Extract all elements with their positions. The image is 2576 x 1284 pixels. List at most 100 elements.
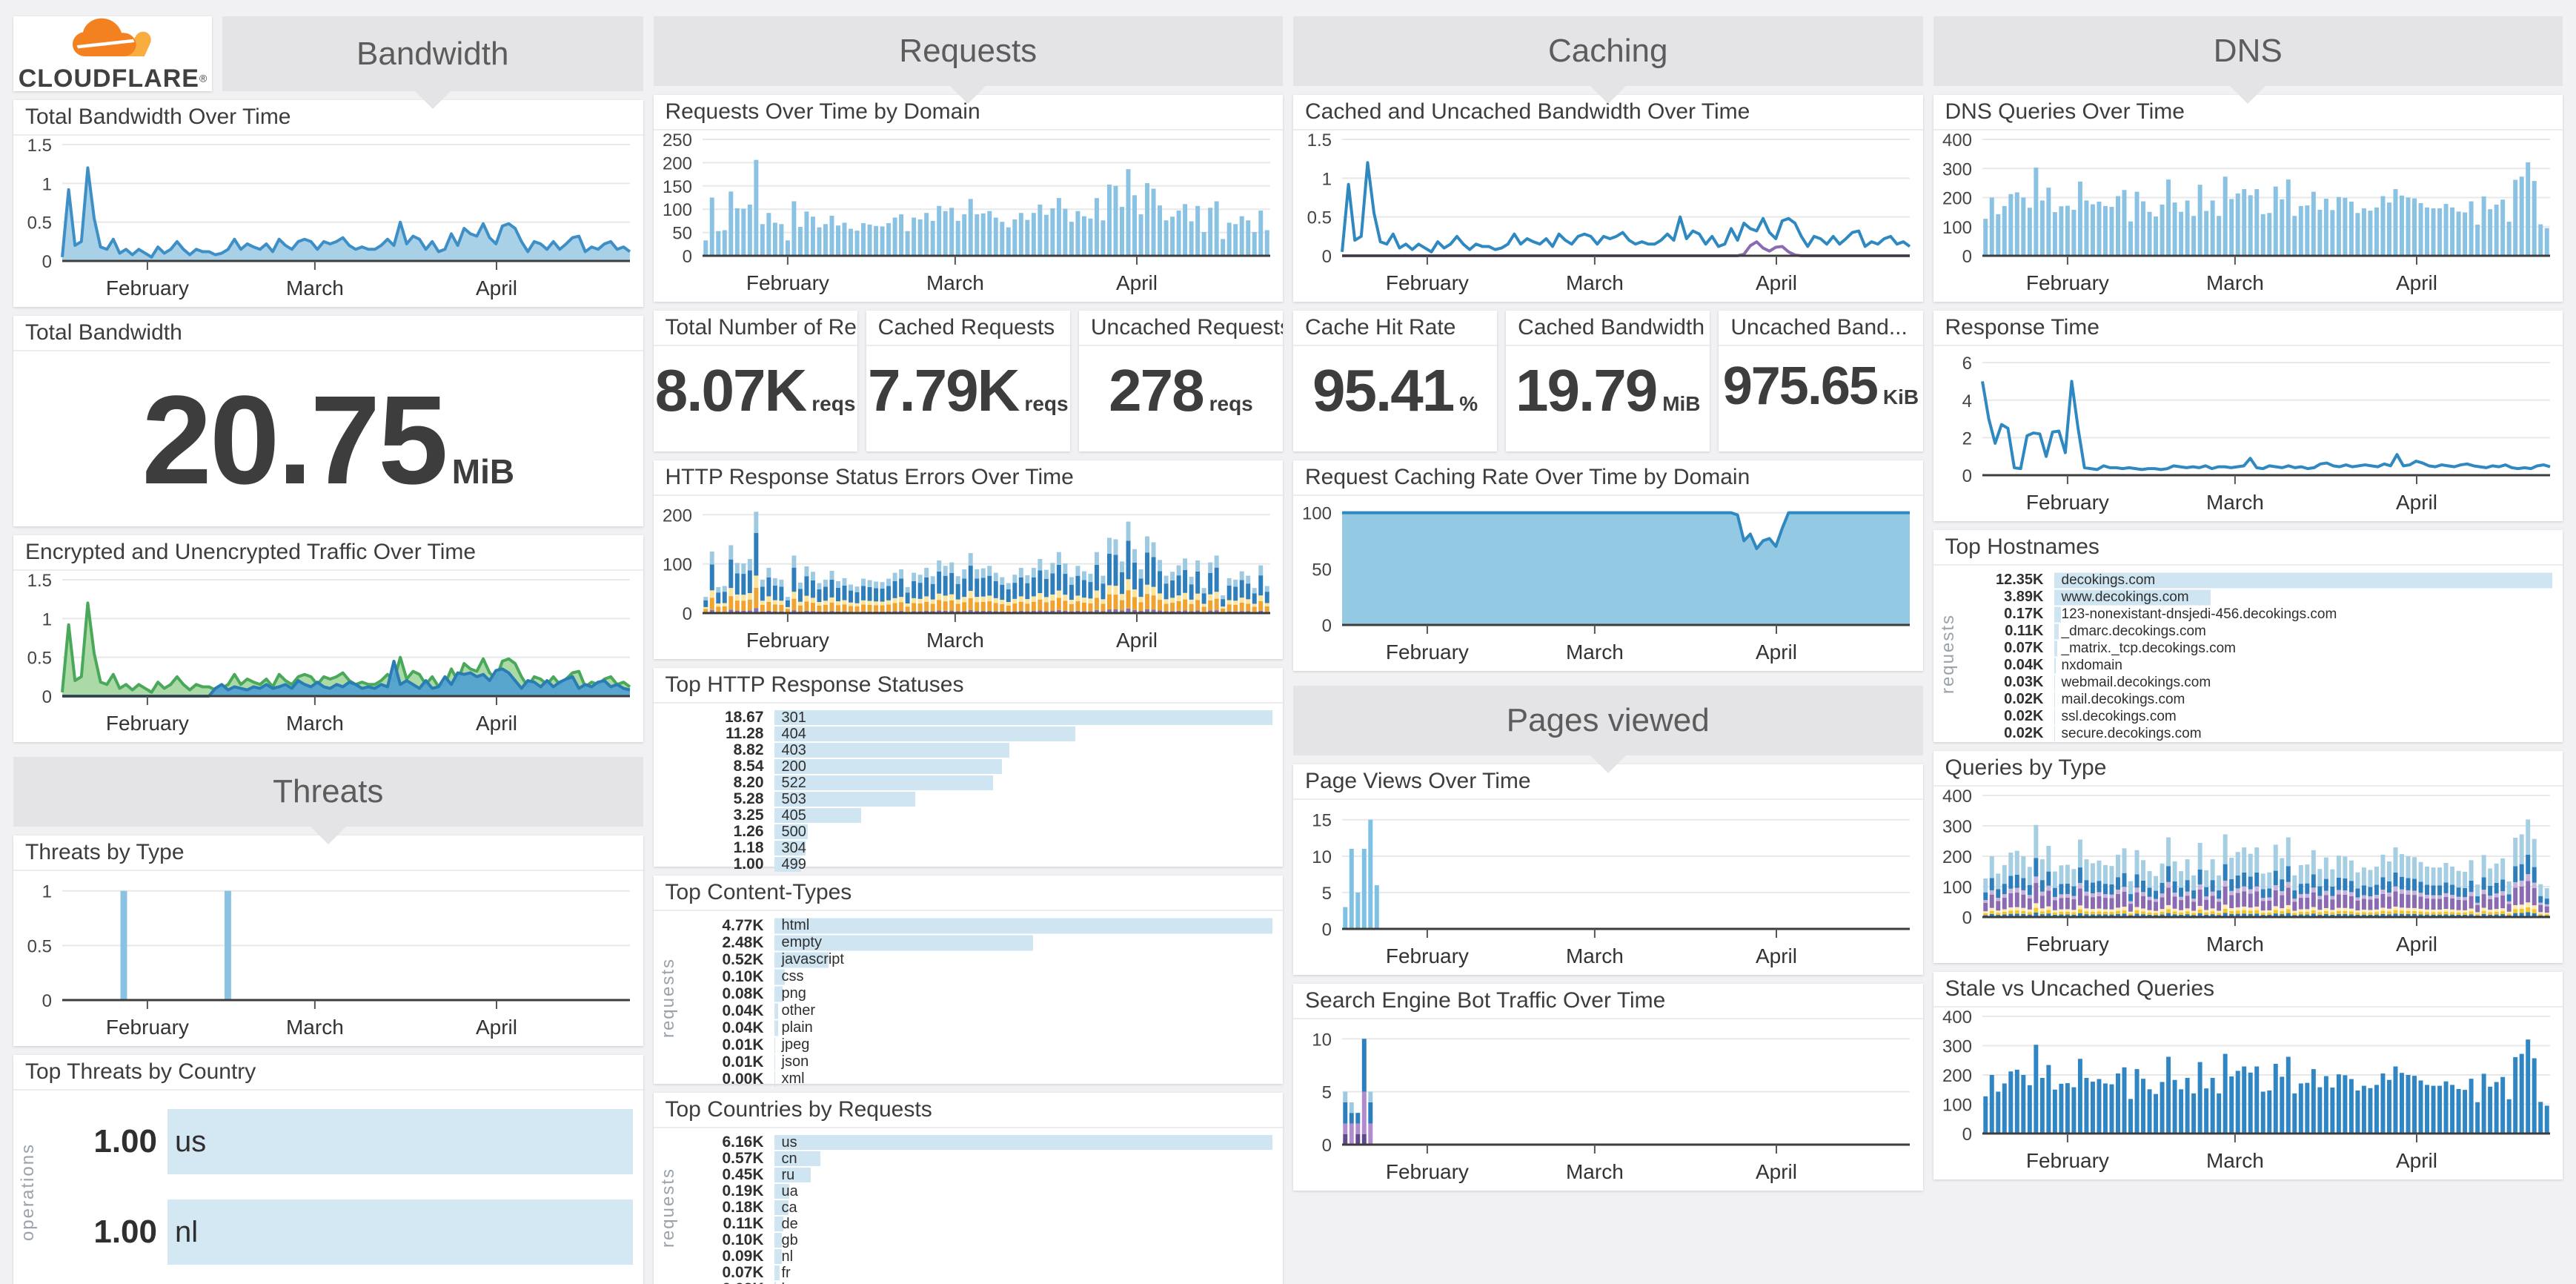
card-title: Queries by Type: [1933, 751, 2563, 787]
svg-text:March: March: [2205, 1149, 2263, 1172]
svg-text:0.5: 0.5: [27, 214, 52, 234]
top-threats-country-list: 1.00 us 1.00 nl: [13, 1091, 643, 1284]
row-bar-area: _matrix._tcp.decokings.com: [2054, 640, 2553, 657]
svg-text:0.5: 0.5: [1307, 208, 1332, 228]
row-bar: [774, 743, 1009, 758]
metric-value: 8.07K: [654, 357, 807, 423]
svg-text:April: April: [1756, 641, 1797, 663]
row-value: 11.28: [726, 725, 764, 742]
metric-total-requests: 8.07K reqs: [654, 346, 857, 456]
row-bar: [774, 1200, 789, 1215]
row-value: 8.20: [733, 774, 764, 791]
row-bar-area: 522: [774, 775, 1273, 791]
card-title: Requests Over Time by Domain: [653, 95, 1283, 130]
metric-uncached-requests: 278 reqs: [1079, 346, 1283, 456]
row-bar-area: css: [774, 968, 1273, 985]
svg-text:10: 10: [1312, 1030, 1332, 1050]
card-page-views: Page Views Over Time 0 5 10 15 February March…: [1293, 764, 1923, 975]
cached-uncached-bw-chart: 0 0.5 1 1.5 February March April: [1293, 130, 1923, 302]
row-value: 0.10K: [722, 967, 764, 985]
row-bar: [774, 759, 1002, 774]
metric-uncached-bandwidth: 975.65 KiB: [1719, 346, 1922, 456]
cloudflare-logo[interactable]: CLOUDFLARE®: [13, 16, 212, 91]
row-label: us: [175, 1125, 207, 1158]
cloudflare-cloud-icon: [73, 18, 151, 56]
row-value: 0.04K: [2004, 657, 2044, 673]
list-row: 0.11K de: [686, 1215, 1273, 1232]
row-label: secure.decokings.com: [2061, 725, 2202, 741]
card-title: Request Caching Rate Over Time by Domain: [1293, 460, 1923, 496]
svg-text:0: 0: [1322, 1136, 1332, 1156]
row-bar: [774, 1020, 778, 1036]
top-content-types-list: 4.77K html 2.48K empty 0.52K javascript 0.10K c…: [654, 911, 1284, 1088]
svg-text:April: April: [476, 277, 517, 300]
row-bar: [774, 727, 1075, 741]
section-title: Caching: [1548, 33, 1668, 69]
row-bar-area: 403: [774, 742, 1273, 758]
card-title: Total Number of Re...: [653, 311, 857, 346]
svg-text:February: February: [106, 1016, 189, 1039]
svg-text:February: February: [746, 629, 829, 652]
row-bar: [2054, 641, 2057, 656]
row-value: 0.00K: [722, 1070, 764, 1088]
row-label: gb: [781, 1231, 798, 1248]
row-value: 6.16K: [722, 1134, 764, 1151]
svg-text:200: 200: [1942, 1066, 1971, 1086]
row-bar-area: 200: [774, 758, 1273, 775]
row-label: 500: [781, 823, 806, 840]
card-top-hostnames: Top Hostnames requests 12.35K decokings.c…: [1933, 530, 2563, 742]
list-row: 1.00 499: [686, 856, 1273, 873]
card-title: Encrypted and Unencrypted Traffic Over T…: [13, 535, 643, 571]
svg-text:1: 1: [1322, 169, 1332, 189]
list-row: 0.08K png: [686, 985, 1273, 1002]
row-label: _matrix._tcp.decokings.com: [2061, 640, 2237, 656]
row-value: 0.08K: [722, 984, 764, 1002]
svg-text:February: February: [2025, 1149, 2108, 1172]
row-label: jpeg: [781, 1036, 810, 1053]
chart-canvas: 0 5 10 February March April: [1312, 1030, 1910, 1183]
row-bar: [774, 710, 1272, 725]
list-row: 1.00 us: [46, 1096, 633, 1187]
svg-text:April: April: [2395, 271, 2437, 294]
row-bar: [2054, 606, 2061, 622]
list-row: 0.03K webmail.decokings.com: [1966, 674, 2553, 691]
metric-unit: %: [1459, 392, 1478, 415]
row-label: kr: [774, 1281, 794, 1284]
row-value: 2.48K: [722, 933, 764, 951]
row-bar: [774, 918, 1272, 933]
svg-text:0: 0: [682, 247, 691, 267]
row-bar: [774, 1037, 775, 1053]
svg-text:March: March: [926, 271, 983, 294]
row-bar-area: kr: [774, 1281, 1273, 1284]
svg-text:100: 100: [662, 200, 691, 220]
response-time-chart: 0 2 4 6 February March April: [1933, 346, 2563, 521]
svg-text:0: 0: [1962, 908, 1971, 928]
svg-text:100: 100: [1302, 504, 1332, 524]
row-bar: [774, 1054, 775, 1070]
row-bar-area: 123-nonexistant-dnsjedi-456.decokings.co…: [2054, 606, 2553, 623]
section-header-caching: Caching: [1293, 16, 1923, 104]
row-bar: [774, 1265, 780, 1280]
card-title: HTTP Response Status Errors Over Time: [653, 460, 1283, 496]
card-title: Cached Bandwidth: [1506, 311, 1710, 346]
row-bar: [774, 1249, 782, 1264]
row-bar-area: de: [774, 1216, 1273, 1232]
encrypted-traffic-chart: 0 0.5 1 1.5 February March April: [13, 571, 643, 742]
row-value: 1.00: [733, 856, 764, 873]
svg-text:150: 150: [662, 177, 691, 197]
row-value: 8.82: [733, 741, 764, 758]
row-bar: [2054, 675, 2056, 690]
svg-text:200: 200: [662, 153, 691, 173]
row-bar: [774, 1071, 775, 1087]
row-bar-area: ca: [774, 1199, 1273, 1216]
row-bar: [2054, 726, 2055, 741]
card-stale-queries: Stale vs Uncached Queries 0 100 200 300 400 F…: [1933, 972, 2563, 1179]
card-response-time: Response Time 0 2 4 6 February March April: [1933, 311, 2563, 521]
list-row: 1.18 304: [686, 839, 1273, 856]
metric-cached-requests: 7.79K reqs: [866, 346, 1070, 456]
list-row: 0.04K plain: [686, 1019, 1273, 1036]
row-label: de: [781, 1215, 798, 1232]
row-bar: [2054, 709, 2055, 724]
row-value: 0.11K: [2005, 623, 2044, 639]
